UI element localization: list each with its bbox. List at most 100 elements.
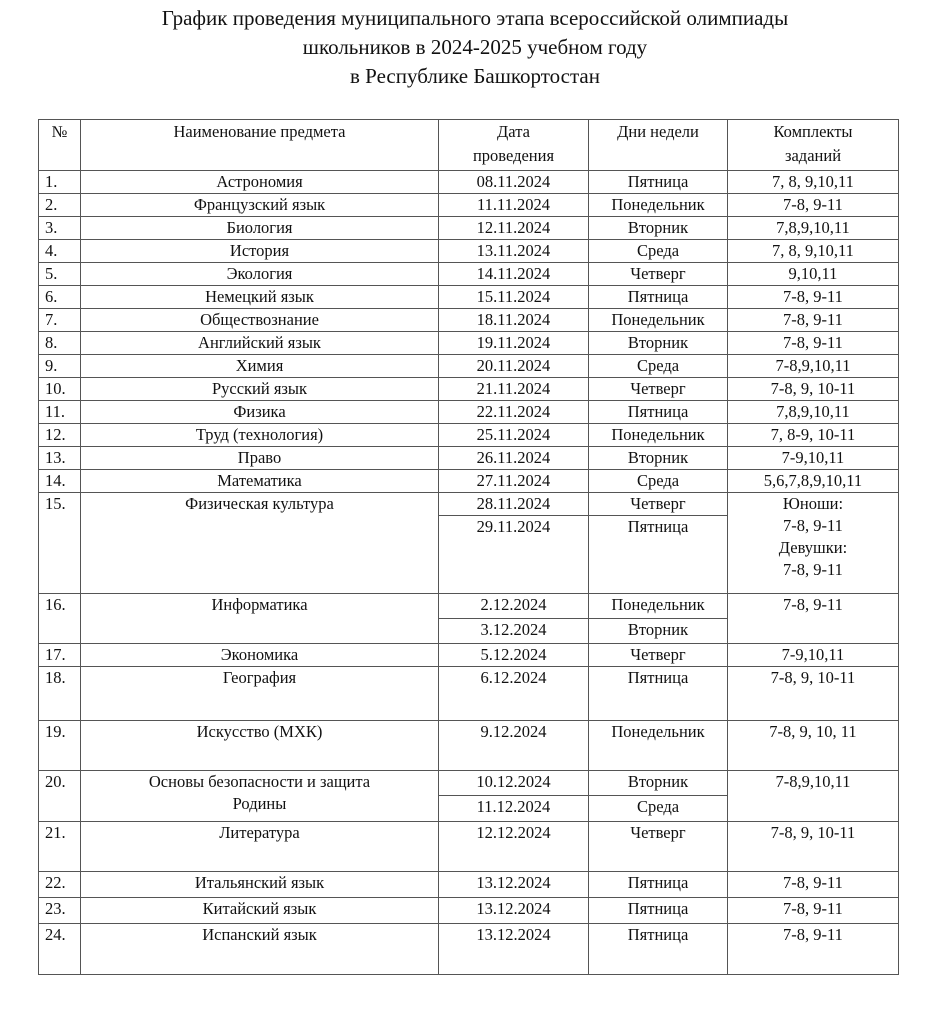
subject-line: Английский язык — [198, 333, 321, 352]
table-row: 29.11.2024 Пятница — [39, 515, 899, 594]
row-number: 4. — [38, 239, 81, 263]
subject-name: Немецкий язык — [80, 285, 439, 309]
subject-line: Информатика — [211, 595, 308, 614]
table-row: 20. Основы безопасности и защита Родины 10.… — [38, 770, 899, 822]
weekday: Пятница — [588, 170, 728, 194]
date: 15.11.2024 — [438, 285, 589, 309]
date: 26.11.2024 — [438, 446, 589, 470]
subject-name: Информатика — [80, 593, 439, 644]
date: 18.11.2024 — [438, 308, 589, 332]
task-sets: 7-8, 9-11 — [727, 285, 899, 309]
table-row: 19. Искусство (МХК) 9.12.2024 Понедельник 7-… — [38, 720, 899, 771]
task-sets: 7-8, 9, 10-11 — [727, 821, 899, 872]
row-number: 1. — [38, 170, 81, 194]
row-number: 17. — [38, 643, 81, 667]
task-sets: 7, 8, 9,10,11 — [727, 239, 899, 263]
task-sets-line: 7-8, 9-11 — [783, 333, 843, 352]
title-line: школьников в 2024-2025 учебном году — [302, 35, 648, 59]
subject-name: Искусство (МХК) — [80, 720, 439, 771]
row-number: 20. — [38, 770, 81, 822]
table-row: 9. Химия 20.11.2024 Среда 7-8,9,10,11 — [38, 354, 899, 378]
date: 11.12.2024 — [438, 795, 589, 822]
task-sets-line: 7-8, 9-11 — [783, 899, 843, 918]
weekday: Вторник — [588, 770, 728, 796]
date: 08.11.2024 — [438, 170, 589, 194]
subject-name: Французский язык — [80, 193, 439, 217]
task-sets: 9,10,11 — [727, 262, 899, 286]
weekday: Понедельник — [588, 193, 728, 217]
task-sets-line: 7-8,9,10,11 — [775, 356, 851, 375]
subject-line: Экономика — [220, 645, 299, 664]
weekday: Среда — [588, 795, 728, 822]
row-number: 22. — [38, 871, 81, 898]
row-number: 3. — [38, 216, 81, 240]
date: 28.11.2024 — [438, 492, 589, 516]
subject-line: Биология — [226, 218, 293, 237]
row-number: 8. — [38, 331, 81, 355]
task-sets: 7-9,10,11 — [727, 643, 899, 667]
date: 11.11.2024 — [438, 193, 589, 217]
date: 13.12.2024 — [438, 871, 589, 898]
row-number: 19. — [38, 720, 81, 771]
date: 13.12.2024 — [438, 923, 589, 975]
date: 19.11.2024 — [438, 331, 589, 355]
subject-name: Литература — [80, 821, 439, 872]
table-row: 22. Итальянский язык 13.12.2024 Пятница 7-8,… — [38, 871, 899, 898]
row-number: 11. — [38, 400, 81, 424]
date: 5.12.2024 — [438, 643, 589, 667]
subject-name: География — [80, 666, 439, 721]
subject-line: Французский язык — [193, 195, 326, 214]
weekday: Четверг — [588, 377, 728, 401]
row-number: 12. — [38, 423, 81, 447]
subject-name: Физическая культура — [80, 492, 439, 594]
subject-name: Итальянский язык — [80, 871, 439, 898]
task-sets: 7-8, 9-11 — [727, 897, 899, 924]
task-sets: 7-8, 9-11 — [727, 193, 899, 217]
task-sets: 7-9,10,11 — [727, 446, 899, 470]
task-sets-line: 7-8, 9, 10, 11 — [769, 722, 857, 741]
weekday: Пятница — [588, 871, 728, 898]
table-row: 13. Право 26.11.2024 Вторник 7-9,10,11 — [38, 446, 899, 470]
task-sets: 7, 8-9, 10-11 — [727, 423, 899, 447]
table-row: 15. Физическая культура 28.11.2024 Четверг Ю… — [38, 492, 899, 594]
subject-name: Обществознание — [80, 308, 439, 332]
subject-line: Русский язык — [211, 379, 308, 398]
table-row: 24. Испанский язык 13.12.2024 Пятница 7-8, 9… — [38, 923, 899, 975]
subject-name: Химия — [80, 354, 439, 378]
task-sets-line: 7-8, 9-11 — [783, 560, 843, 579]
row-number: 6. — [38, 285, 81, 309]
date: 20.11.2024 — [438, 354, 589, 378]
table-row: 3. Биология 12.11.2024 Вторник 7,8,9,10,11 — [38, 216, 899, 240]
row-number: 2. — [38, 193, 81, 217]
schedule-table: № Наименование предмета Дата проведения Д… — [38, 119, 899, 975]
table-row: 3.12.2024 Вторник — [39, 618, 899, 644]
row-number: 7. — [38, 308, 81, 332]
weekday: Вторник — [588, 618, 728, 644]
table-header-row: № Наименование предмета Дата проведения Д… — [38, 119, 899, 171]
task-sets-line: 7-9,10,11 — [781, 645, 845, 664]
task-sets-line: 7-8, 9-11 — [783, 595, 843, 614]
task-sets-line: 7-8, 9, 10-11 — [770, 379, 856, 398]
header-sets: Комплекты заданий — [727, 119, 899, 171]
table-row: 14. Математика 27.11.2024 Среда 5,6,7,8,9,10… — [38, 469, 899, 493]
task-sets: 7-8, 9-11 — [727, 308, 899, 332]
subject-name: Китайский язык — [80, 897, 439, 924]
date: 9.12.2024 — [438, 720, 589, 771]
row-number: 15. — [38, 492, 81, 594]
task-sets: 7,8,9,10,11 — [727, 216, 899, 240]
weekday: Четверг — [588, 492, 728, 516]
header-sets-line: Комплекты — [773, 122, 853, 141]
weekday: Среда — [588, 354, 728, 378]
task-sets-line: 7,8,9,10,11 — [776, 218, 850, 237]
weekday: Четверг — [588, 262, 728, 286]
task-sets: 7-8, 9, 10, 11 — [727, 720, 899, 771]
row-number: 14. — [38, 469, 81, 493]
title-line: в Республике Башкортостан — [350, 64, 600, 88]
task-sets: 7-8,9,10,11 — [727, 770, 899, 822]
subject-line: Искусство (МХК) — [196, 722, 323, 741]
subject-line: Физическая культура — [185, 494, 334, 513]
subject-line: Химия — [235, 356, 284, 375]
row-number: 5. — [38, 262, 81, 286]
subject-name: Астрономия — [80, 170, 439, 194]
date: 13.12.2024 — [438, 897, 589, 924]
